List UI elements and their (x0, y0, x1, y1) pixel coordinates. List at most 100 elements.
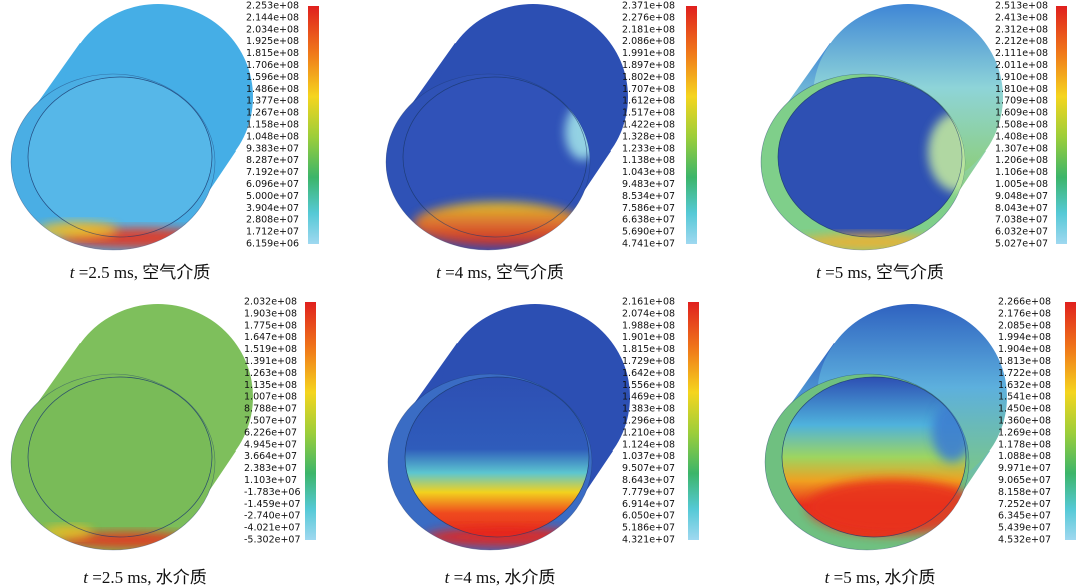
caption-variable: t (70, 263, 76, 282)
stress-zone (807, 479, 969, 535)
colorbar-label: 2.034e+08 (246, 24, 299, 35)
colorbar-label: 2.212e+08 (995, 36, 1048, 47)
colorbar-label: 5.186e+07 (622, 523, 675, 534)
colorbar-label: 1.206e+08 (995, 155, 1048, 166)
stress-zone (928, 112, 965, 192)
colorbar-label: 2.074e+08 (622, 308, 675, 319)
colorbar-label: 1.106e+08 (995, 167, 1048, 178)
colorbar-label: 1.903e+08 (244, 308, 297, 319)
colorbar-label: 1.486e+08 (246, 84, 299, 95)
colorbar-label: 1.988e+08 (622, 320, 675, 331)
cylinder-face (27, 376, 213, 538)
caption-variable: t (436, 263, 442, 282)
colorbar (308, 6, 319, 244)
colorbar-label: 1.048e+08 (246, 131, 299, 142)
colorbar-label: 1.007e+08 (244, 392, 297, 403)
colorbar-label: 3.904e+07 (246, 203, 299, 214)
colorbar-label: 1.307e+08 (995, 143, 1048, 154)
colorbar-label: 7.192e+07 (246, 167, 299, 178)
colorbar-label: 1.815e+08 (246, 48, 299, 59)
colorbar-label: 1.775e+08 (244, 320, 297, 331)
colorbar (686, 6, 697, 244)
contour-plot (764, 304, 1007, 551)
stress-zone (38, 222, 118, 238)
hot-zones (27, 376, 213, 548)
colorbar-label: 2.513e+08 (995, 1, 1048, 12)
colorbar-label: 1.391e+08 (244, 356, 297, 367)
caption: t =5 ms, 水介质 (825, 568, 936, 587)
inner-ring (402, 76, 588, 238)
caption: t =4 ms, 空气介质 (436, 263, 564, 282)
colorbar-label: 9.971e+07 (998, 463, 1051, 474)
contour-plot (10, 4, 253, 251)
colorbar-label: 2.011e+08 (995, 60, 1048, 71)
colorbar-label: 1.158e+08 (246, 120, 299, 131)
colorbar-label: 1.043e+08 (622, 167, 675, 178)
colorbar-label: 6.159e+06 (246, 239, 299, 250)
colorbar-label: 1.450e+08 (998, 404, 1051, 415)
colorbar-label: 1.519e+08 (244, 344, 297, 355)
colorbar-label: 5.027e+07 (995, 239, 1048, 250)
colorbar-label: 1.647e+08 (244, 332, 297, 343)
colorbar-label: 9.483e+07 (622, 179, 675, 190)
colorbar-label: 1.802e+08 (622, 72, 675, 83)
colorbar-label: 1.135e+08 (244, 380, 297, 391)
colorbar-label: 8.158e+07 (998, 487, 1051, 498)
contour-plot (385, 4, 628, 251)
colorbar-label: 1.815e+08 (622, 344, 675, 355)
colorbar-label: 1.263e+08 (244, 368, 297, 379)
colorbar-label: 6.050e+07 (622, 511, 675, 522)
colorbar-label: -5.302e+07 (244, 535, 301, 546)
colorbar-label: -4.021e+07 (244, 523, 301, 534)
colorbar-label: 6.096e+07 (246, 179, 299, 190)
colorbar-label: 4.945e+07 (244, 439, 297, 450)
colorbar-label: -1.459e+07 (244, 499, 301, 510)
colorbar-label: 2.085e+08 (998, 320, 1051, 331)
colorbar-label: 3.664e+07 (244, 451, 297, 462)
colorbar-label: 1.269e+08 (998, 427, 1051, 438)
colorbar-label: 2.161e+08 (622, 297, 675, 308)
colorbar-label: 2.181e+08 (622, 24, 675, 35)
caption-variable: t (83, 568, 89, 587)
caption: t =2.5 ms, 空气介质 (70, 263, 210, 282)
colorbar-label: 1.210e+08 (622, 427, 675, 438)
colorbar-label: 1.729e+08 (622, 356, 675, 367)
contour-plot (760, 4, 1003, 251)
colorbar-label: 9.383e+07 (246, 143, 299, 154)
colorbar-label: 1.383e+08 (622, 404, 675, 415)
colorbar-label: 2.032e+08 (244, 297, 297, 308)
caption-text: =5 ms, 空气介质 (821, 263, 944, 282)
caption-text: =4 ms, 空气介质 (441, 263, 564, 282)
colorbar-label: 1.377e+08 (246, 96, 299, 107)
colorbar-label: 1.632e+08 (998, 380, 1051, 391)
colorbar-label: 1.469e+08 (622, 392, 675, 403)
colorbar-label: -2.740e+07 (244, 511, 301, 522)
caption-text: =2.5 ms, 空气介质 (75, 263, 211, 282)
colorbar-label: 8.534e+07 (622, 191, 675, 202)
colorbar-label: 2.312e+08 (995, 24, 1048, 35)
colorbar-label: -1.783e+06 (244, 487, 301, 498)
colorbar-label: 1.178e+08 (998, 439, 1051, 450)
colorbar-label: 6.638e+07 (622, 215, 675, 226)
stress-zone (43, 526, 93, 538)
colorbar-label: 7.507e+07 (244, 416, 297, 427)
colorbar-label: 1.596e+08 (246, 72, 299, 83)
colorbar-label: 8.643e+07 (622, 475, 675, 486)
colorbar-label: 6.032e+07 (995, 227, 1048, 238)
colorbar-label: 1.722e+08 (998, 368, 1051, 379)
colorbar-label: 2.383e+07 (244, 463, 297, 474)
colorbar-label: 2.413e+08 (995, 12, 1048, 23)
colorbar-label: 1.901e+08 (622, 332, 675, 343)
colorbar-label: 1.005e+08 (995, 179, 1048, 190)
inner-ring (404, 376, 590, 538)
colorbar-label: 2.176e+08 (998, 308, 1051, 319)
colorbar-label: 1.642e+08 (622, 368, 675, 379)
colorbar-label: 8.287e+07 (246, 155, 299, 166)
colorbar-label: 2.371e+08 (622, 1, 675, 12)
colorbar-label: 1.233e+08 (622, 143, 675, 154)
colorbar-label: 2.086e+08 (622, 36, 675, 47)
stress-zone (798, 234, 938, 250)
colorbar-label: 1.991e+08 (622, 48, 675, 59)
colorbar-label: 1.328e+08 (622, 131, 675, 142)
caption-variable: t (816, 263, 822, 282)
